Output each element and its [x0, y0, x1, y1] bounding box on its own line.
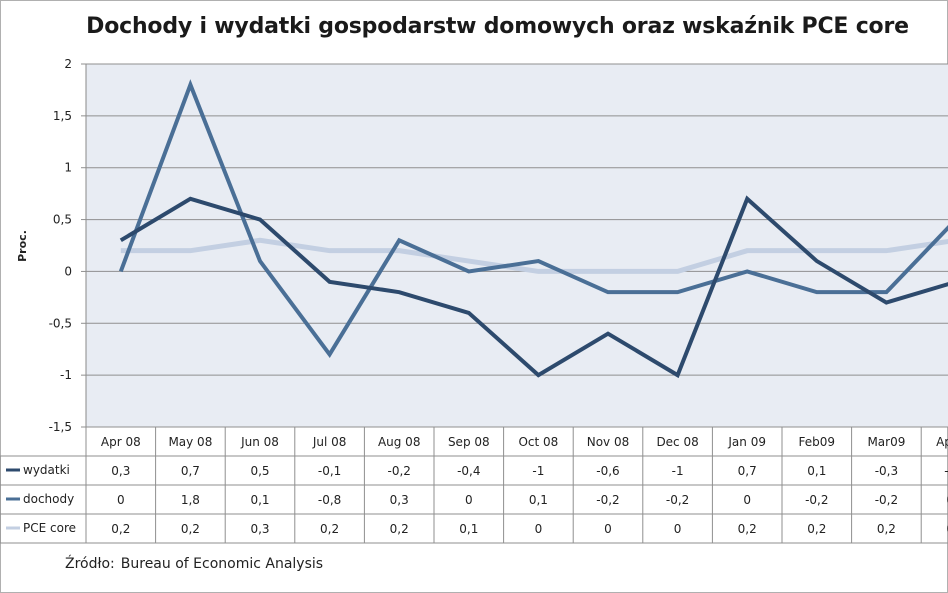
- data-label: -0,2: [666, 493, 689, 507]
- legend-label: PCE core: [23, 521, 76, 535]
- y-tick-label: -0,5: [49, 316, 72, 330]
- data-label: 0,5: [946, 493, 948, 507]
- data-label: 0: [465, 493, 473, 507]
- data-label: 0,2: [111, 522, 130, 536]
- data-label: -0,2: [875, 493, 898, 507]
- source-label: Źródło:: [65, 556, 115, 572]
- data-label: 0,2: [877, 522, 896, 536]
- data-label: 0: [743, 493, 751, 507]
- data-label: 0: [535, 522, 543, 536]
- data-label: 1,8: [181, 493, 200, 507]
- data-label: 0,5: [250, 464, 269, 478]
- series-line-pce-core: [120, 237, 948, 274]
- data-label: 0,2: [390, 522, 409, 536]
- data-label: 0,2: [320, 522, 339, 536]
- series-line-wydatki: [119, 195, 948, 379]
- data-label: -0,4: [457, 464, 480, 478]
- x-tick-label: Nov 08: [587, 435, 630, 449]
- x-tick-label: Aug 08: [378, 435, 421, 449]
- data-label: 0,7: [738, 464, 757, 478]
- x-tick-label: Mar09: [867, 435, 905, 449]
- data-label: -0,8: [318, 493, 341, 507]
- y-tick-label: 0,5: [53, 213, 72, 227]
- data-label: 0,3: [250, 522, 269, 536]
- x-tick-label: Dec 08: [656, 435, 698, 449]
- data-label: -0,1: [944, 464, 948, 478]
- data-label: 0: [604, 522, 612, 536]
- data-label: -0,2: [805, 493, 828, 507]
- y-tick-label: 2: [64, 57, 72, 71]
- data-label: 0,3: [390, 493, 409, 507]
- x-tick-label: Jul 08: [312, 435, 347, 449]
- y-tick-label: -1,5: [49, 420, 72, 434]
- data-label: 0,1: [250, 493, 269, 507]
- y-axis-label: Proc.: [16, 230, 29, 262]
- data-label: 0,1: [529, 493, 548, 507]
- y-tick-label: 1,5: [53, 109, 72, 123]
- data-label: 0,3: [111, 464, 130, 478]
- x-tick-label: Feb09: [799, 435, 836, 449]
- data-label: 0,3: [946, 522, 948, 536]
- data-label: 0,7: [181, 464, 200, 478]
- data-label: -0,6: [596, 464, 619, 478]
- x-tick-label: Oct 08: [518, 435, 558, 449]
- x-tick-label: Sep 08: [448, 435, 490, 449]
- data-label: -1: [672, 464, 684, 478]
- data-label: -0,2: [596, 493, 619, 507]
- y-tick-label: 0: [64, 264, 72, 278]
- source-text: Bureau of Economic Analysis: [120, 556, 324, 572]
- x-tick-label: Jan 09: [727, 435, 766, 449]
- data-label: -0,2: [387, 464, 410, 478]
- data-label: -0,3: [875, 464, 898, 478]
- y-tick-label: -1: [60, 368, 72, 382]
- x-tick-label: Apr 09: [936, 435, 948, 449]
- data-label: 0,1: [459, 522, 478, 536]
- data-label: 0,2: [807, 522, 826, 536]
- series-line-dochody: [118, 79, 948, 358]
- legend-label: wydatki: [23, 463, 70, 477]
- data-label: 0,1: [807, 464, 826, 478]
- x-tick-label: Apr 08: [101, 435, 141, 449]
- data-label: 0: [674, 522, 682, 536]
- x-tick-label: May 08: [168, 435, 212, 449]
- data-label: 0,2: [181, 522, 200, 536]
- legend-label: dochody: [23, 492, 74, 506]
- data-label: 0: [117, 493, 125, 507]
- data-label: -1: [532, 464, 544, 478]
- data-label: -0,1: [318, 464, 341, 478]
- x-tick-label: Jun 08: [240, 435, 279, 449]
- y-tick-label: 1: [64, 161, 72, 175]
- chart-title: Dochody i wydatki gospodarstw domowych o…: [86, 14, 909, 39]
- source-note: Źródło: Bureau of Economic Analysis: [65, 556, 329, 572]
- data-label: 0,2: [738, 522, 757, 536]
